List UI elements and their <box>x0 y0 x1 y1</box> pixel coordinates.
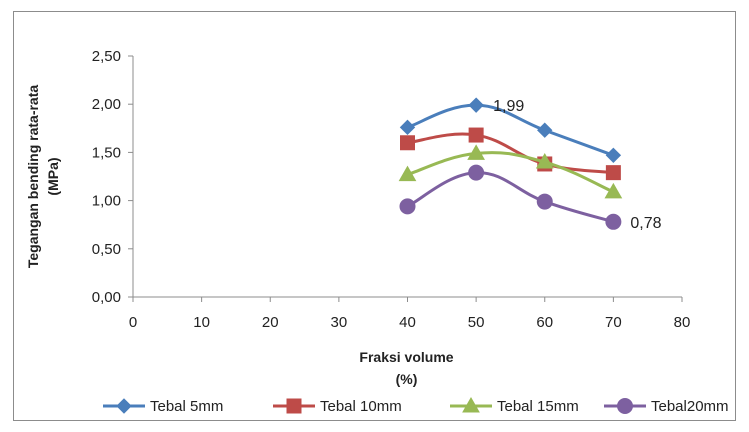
legend-item: Tebal 15mm <box>450 396 579 415</box>
series-line <box>406 171 614 224</box>
x-tick-label: 10 <box>193 314 210 331</box>
data-point <box>468 164 485 181</box>
legend-item: Tebal 5mm <box>103 398 223 415</box>
x-tick-label: 50 <box>468 314 485 331</box>
legend-item: Tebal20mm <box>604 398 729 415</box>
data-labels: 1,99 0,78 <box>493 98 661 232</box>
legend-label: Tebal 10mm <box>320 398 402 415</box>
y-tick-label: 1,50 <box>92 144 121 161</box>
data-point <box>467 144 485 160</box>
data-point <box>535 153 554 169</box>
legend: Tebal 5mm Tebal 10mm Tebal 15mm Tebal20mm <box>103 396 729 415</box>
axes: 0,00 0,50 1,00 1,50 2,00 2,50 0 10 20 30 40 50 60 70 8… <box>25 48 690 387</box>
legend-item: Tebal 10mm <box>273 398 402 415</box>
series-line <box>407 103 614 157</box>
legend-marker <box>116 398 132 414</box>
data-point <box>605 165 621 181</box>
x-tick-label: 70 <box>605 314 622 331</box>
y-axis-title: (MPa) <box>45 157 61 195</box>
x-tick-label: 60 <box>536 314 553 331</box>
data-point <box>398 165 417 182</box>
series-3 <box>398 144 623 199</box>
y-tick-label: 0,00 <box>92 289 121 306</box>
data-point <box>400 135 415 151</box>
data-point <box>536 193 553 210</box>
legend-marker <box>286 398 302 414</box>
y-tick-label: 0,50 <box>92 241 121 258</box>
data-point <box>468 127 484 143</box>
x-tick-label: 20 <box>262 314 279 331</box>
legend-label: Tebal20mm <box>651 398 729 415</box>
data-point <box>399 198 416 215</box>
x-axis-title: (%) <box>396 371 418 387</box>
x-tick-label: 30 <box>331 314 348 331</box>
data-point <box>605 213 622 230</box>
series-line <box>407 151 614 194</box>
legend-label: Tebal 15mm <box>497 398 579 415</box>
x-tick-label: 40 <box>399 314 416 331</box>
series-4 <box>399 164 622 230</box>
data-point <box>537 122 553 138</box>
data-point <box>399 119 416 136</box>
data-point <box>468 97 484 113</box>
y-tick-label: 1,00 <box>92 193 121 210</box>
y-axis-title: Tegangan bending rata-rata <box>25 85 41 269</box>
x-tick-label: 80 <box>674 314 691 331</box>
x-tick-label: 0 <box>129 314 137 331</box>
data-point <box>605 147 622 163</box>
data-point <box>604 182 623 199</box>
x-axis-title: Fraksi volume <box>359 349 453 365</box>
series-line <box>407 132 614 175</box>
data-label: 1,99 <box>493 98 524 115</box>
legend-label: Tebal 5mm <box>150 398 223 415</box>
y-tick-label: 2,00 <box>92 96 121 113</box>
series-1 <box>399 97 622 163</box>
data-label: 0,78 <box>630 215 661 232</box>
legend-marker <box>617 398 633 414</box>
series-layer <box>398 97 623 230</box>
legend-marker <box>462 396 480 413</box>
y-tick-label: 2,50 <box>92 48 121 65</box>
